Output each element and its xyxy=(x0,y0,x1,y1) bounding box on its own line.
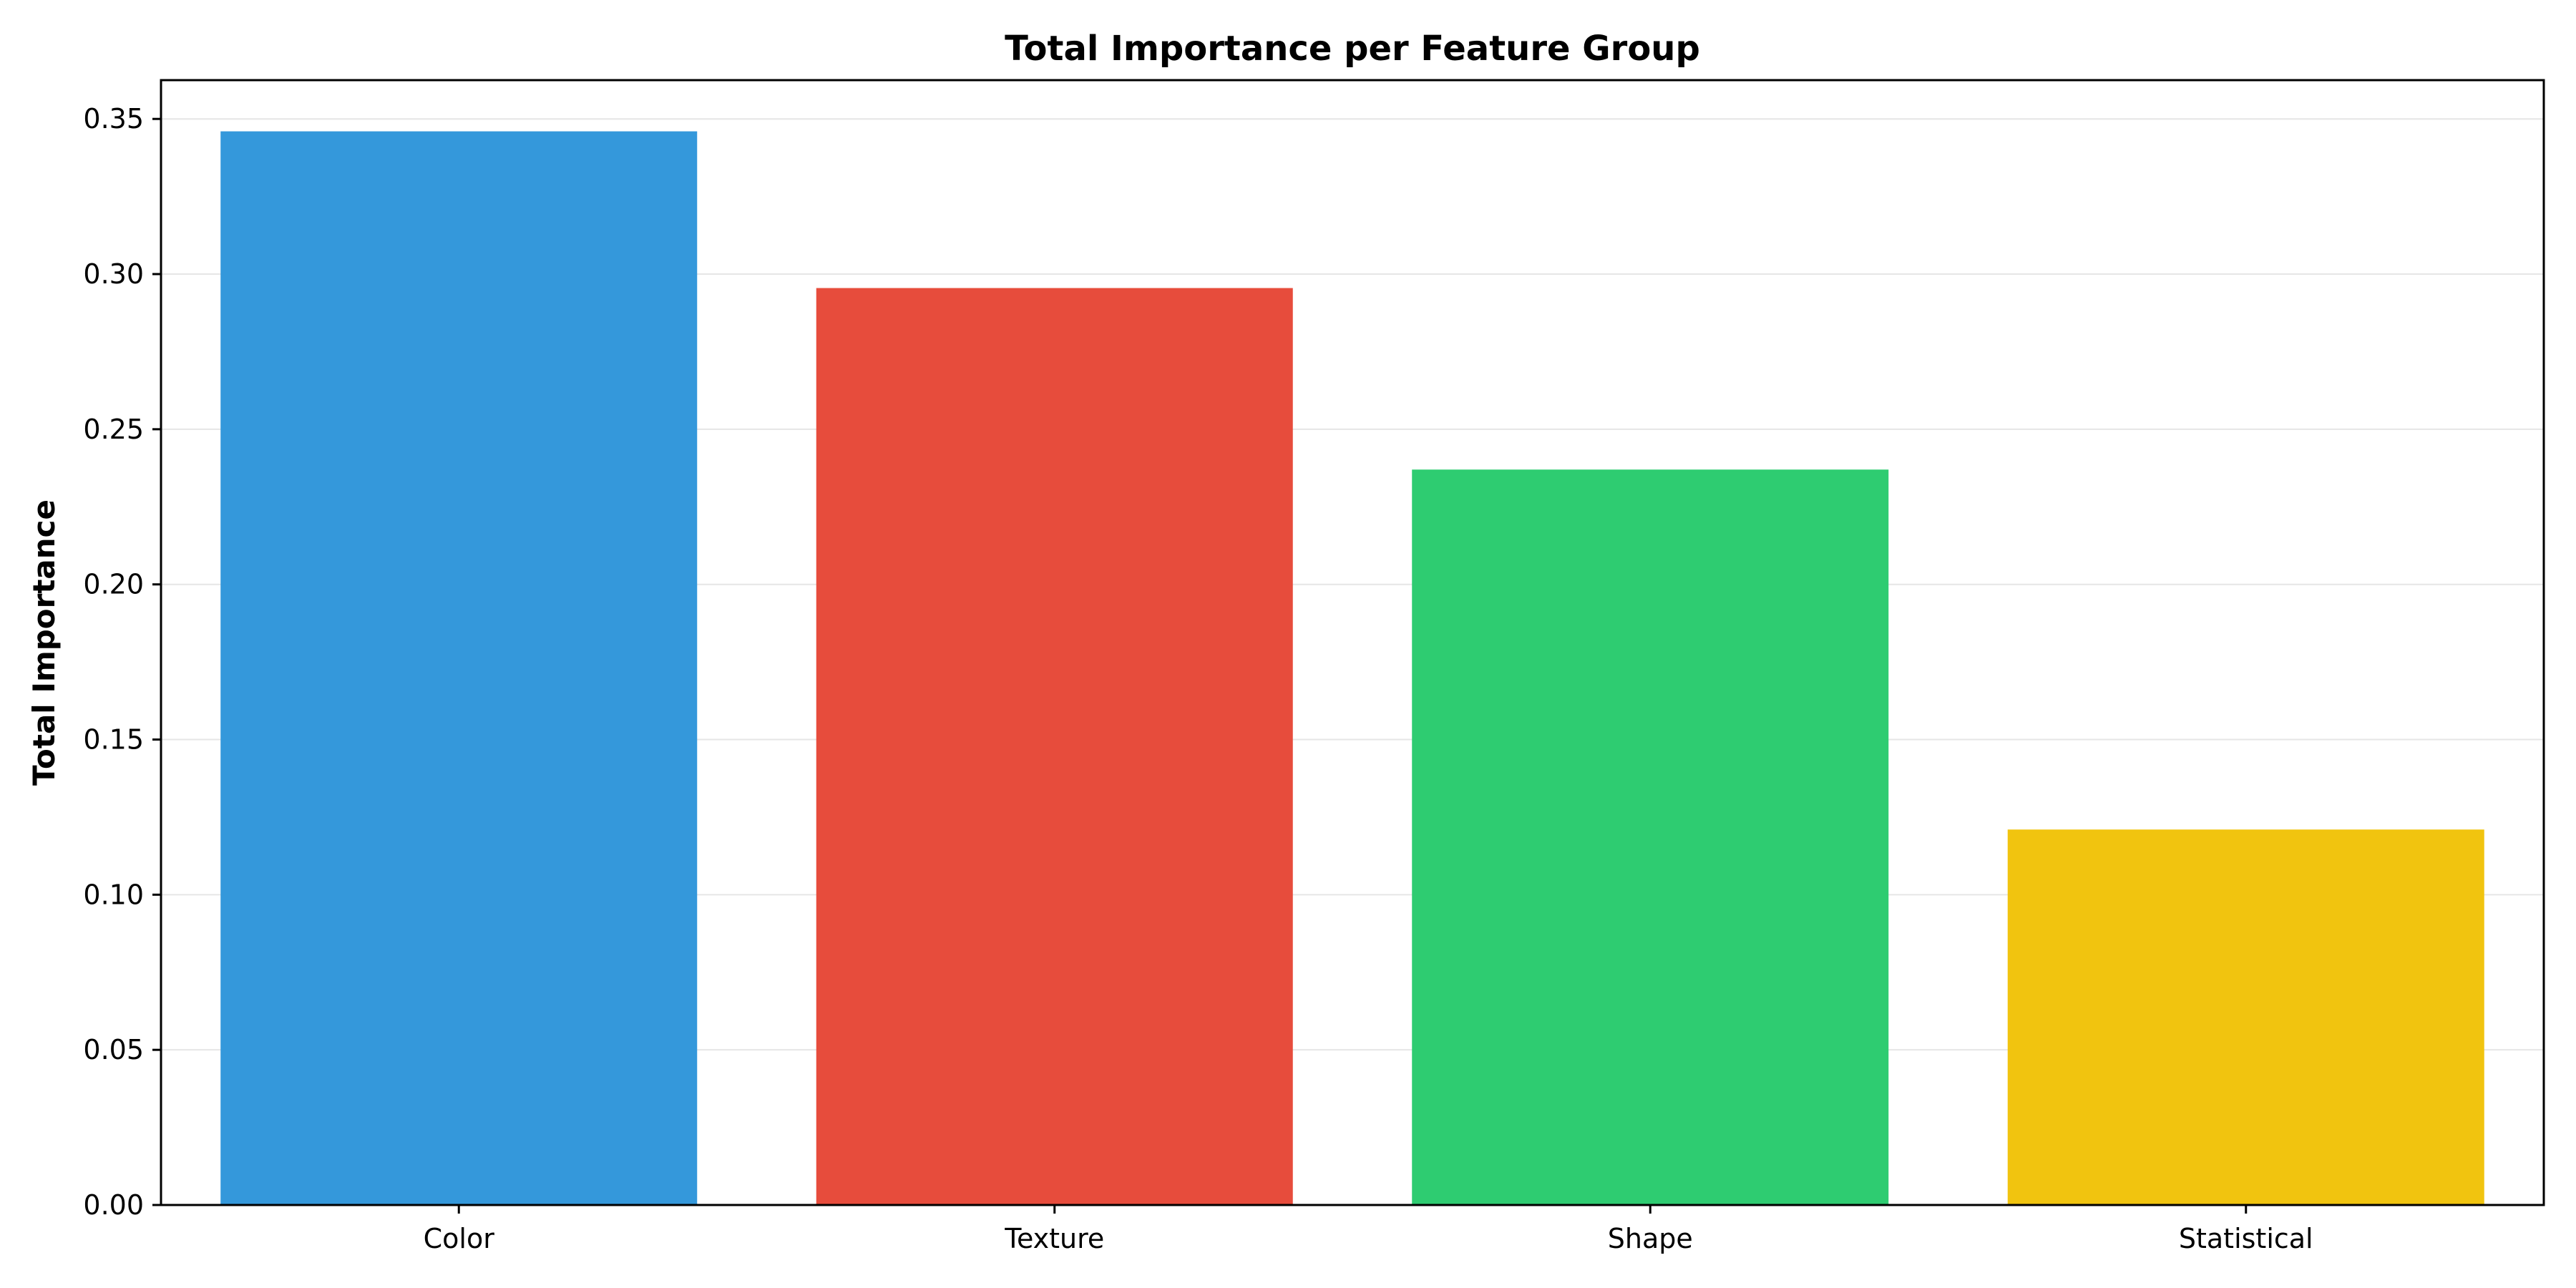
y-tick-label: 0.05 xyxy=(83,1034,144,1065)
y-tick-label: 0.20 xyxy=(83,569,144,600)
bar-statistical xyxy=(2007,829,2484,1205)
y-axis-label: Total Importance xyxy=(26,499,62,786)
y-tick-label: 0.10 xyxy=(83,879,144,910)
tick-layer: 0.00 0.05 0.10 0.15 0.20 0.25 0.30 0.35 Color Tex… xyxy=(83,103,2313,1254)
y-tick-label: 0.15 xyxy=(83,724,144,756)
y-tick-label: 0.00 xyxy=(83,1189,144,1221)
x-tick-label: Shape xyxy=(1608,1223,1693,1254)
y-tick-label: 0.25 xyxy=(83,414,144,445)
chart-title: Total Importance per Feature Group xyxy=(1005,29,1700,69)
plot-frame xyxy=(160,79,2545,1206)
bar-texture xyxy=(816,288,1293,1206)
bar-shape xyxy=(1412,469,1889,1205)
bar-layer xyxy=(220,131,2484,1206)
x-tick-label: Statistical xyxy=(2179,1223,2313,1254)
y-tick-label: 0.35 xyxy=(83,103,144,135)
y-tick-label: 0.30 xyxy=(83,258,144,290)
x-tick-label: Texture xyxy=(1004,1223,1104,1254)
bar-color xyxy=(220,131,698,1205)
x-tick-label: Color xyxy=(424,1223,495,1254)
